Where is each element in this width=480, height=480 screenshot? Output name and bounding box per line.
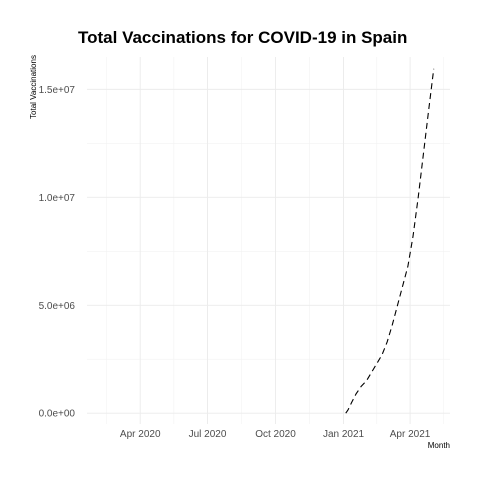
x-axis-label: Month [428,441,450,450]
x-tick-label: Apr 2020 [120,429,161,440]
y-tick-label: 1.5e+07 [39,85,76,96]
x-tick-label: Jan 2021 [323,429,365,440]
y-tick-label: 1.0e+07 [39,193,76,204]
x-tick-label: Jul 2020 [189,429,227,440]
y-tick-label: 0.0e+00 [39,409,76,420]
minor-grid [87,57,450,424]
series-line [345,68,435,414]
y-tick-label: 5.0e+06 [39,301,76,312]
x-tick-label: Apr 2021 [390,429,431,440]
major-grid [87,57,450,424]
y-axis-label: Total Vaccinations [29,55,38,119]
x-axis-ticks: Apr 2020 Jul 2020 Oct 2020 Jan 2021 Apr 2021 [120,429,431,440]
x-tick-label: Oct 2020 [255,429,296,440]
chart-title: Total Vaccinations for COVID-19 in Spain [78,28,407,47]
series-layer [345,68,435,414]
y-axis-ticks: 0.0e+00 5.0e+06 1.0e+07 1.5e+07 [39,85,76,420]
